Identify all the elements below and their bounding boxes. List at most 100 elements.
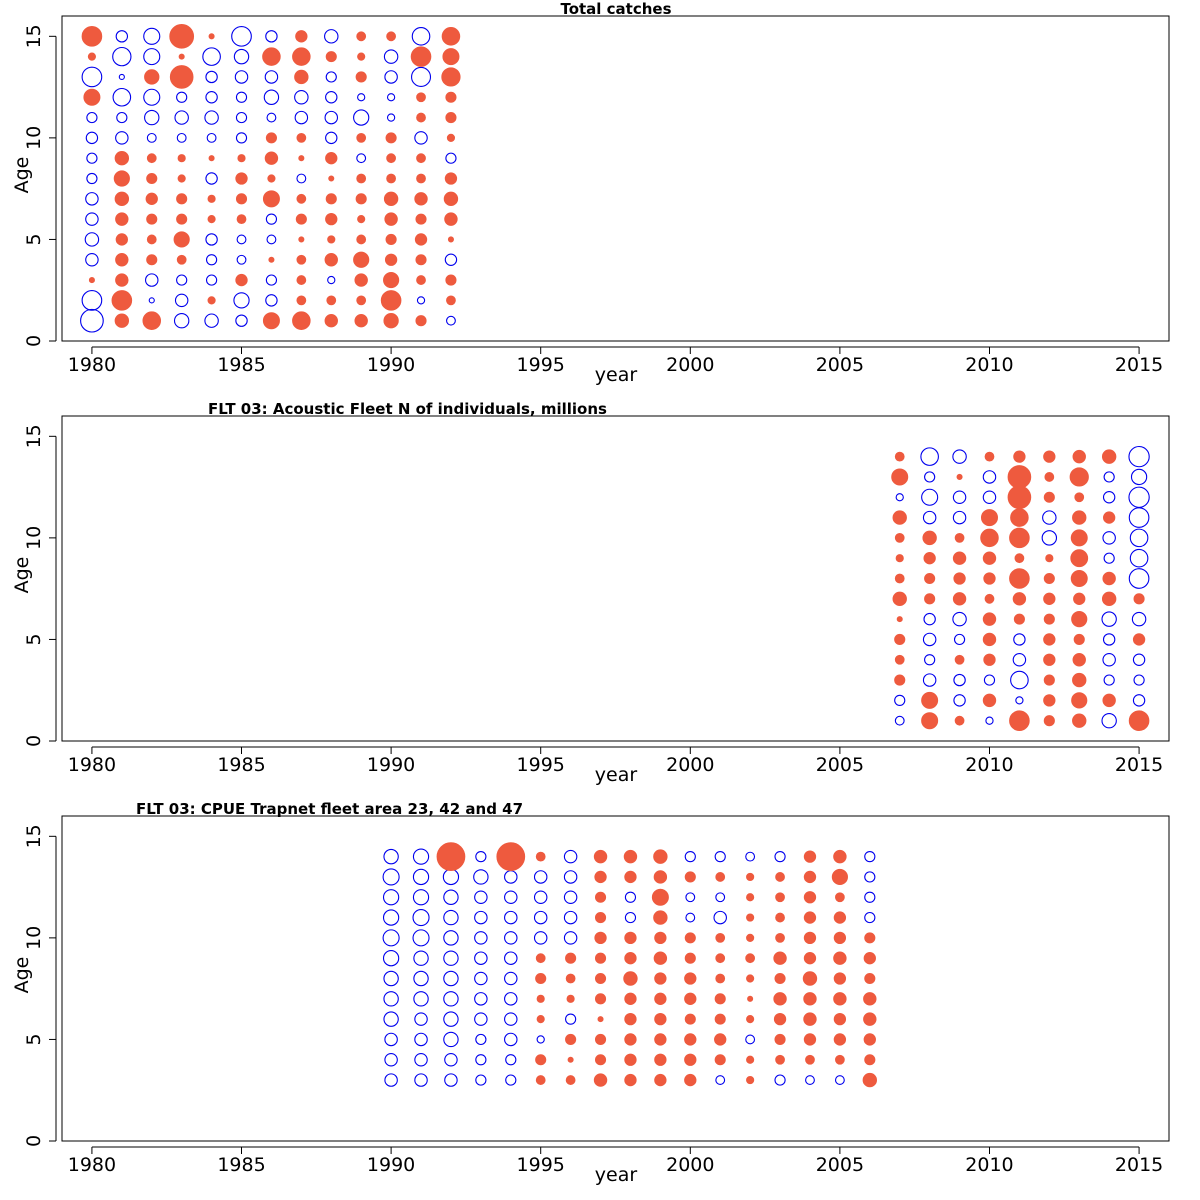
bubble-positive: [325, 193, 337, 205]
bubble-positive: [295, 30, 308, 43]
bubble-positive: [624, 952, 637, 965]
bubble-positive: [384, 212, 398, 226]
bubble-positive: [144, 69, 160, 85]
bubble-positive: [863, 1012, 877, 1026]
bubble-negative: [952, 449, 967, 464]
bubble-positive: [1043, 674, 1055, 686]
bubble-positive: [415, 315, 427, 327]
bubble-positive: [536, 1015, 545, 1024]
bubble-positive: [803, 891, 817, 904]
bubble-positive: [567, 1056, 574, 1063]
bubble-negative: [412, 929, 430, 947]
bubble-positive: [624, 1073, 637, 1087]
bubble-negative: [922, 632, 937, 647]
bubble-positive: [684, 952, 696, 964]
bubble-positive: [565, 973, 576, 984]
bubble-negative: [982, 470, 997, 484]
bubble-positive: [983, 572, 996, 585]
bubble-positive: [496, 842, 526, 871]
bubble-positive: [803, 952, 817, 965]
bubble-positive: [894, 573, 905, 584]
bubble-positive: [982, 632, 997, 647]
bubble-positive: [714, 1013, 726, 1025]
bubble-positive: [296, 295, 307, 306]
bubble-positive: [654, 931, 667, 945]
bubble-negative: [384, 1073, 398, 1087]
bubble-negative: [1013, 633, 1026, 646]
bubble-positive: [414, 233, 428, 246]
bubble-negative: [1129, 528, 1149, 548]
bubble-negative: [324, 29, 339, 44]
bubble-positive: [357, 215, 366, 224]
bubble-positive: [535, 1075, 546, 1085]
bubble-positive: [831, 868, 848, 886]
bubble-negative: [444, 253, 458, 266]
panel-total-catches: Total catches year Age 1980 1985 1990 1995 2…: [11, 0, 1170, 386]
bubble-negative: [231, 25, 252, 47]
bubble-positive: [442, 48, 460, 66]
bubble-negative: [1132, 653, 1146, 666]
y-axis-label: Age: [11, 557, 33, 594]
bubble-negative: [1101, 611, 1117, 627]
bubble-positive: [115, 253, 129, 267]
bubble-positive: [142, 311, 162, 330]
bubble-negative: [533, 931, 548, 945]
bubble-positive: [176, 193, 188, 205]
plot-frame: [61, 815, 1170, 1142]
bubble-negative: [176, 91, 188, 103]
bubble-negative: [118, 73, 125, 81]
bubble-positive: [894, 451, 905, 462]
bubble-negative: [1128, 568, 1150, 589]
bubble-positive: [684, 1073, 697, 1087]
bubble-positive: [177, 154, 186, 163]
bubble-negative: [442, 868, 460, 886]
bubble-negative: [445, 152, 457, 164]
bubble-negative: [565, 1013, 577, 1025]
bubble-positive: [651, 888, 669, 906]
bubble-negative: [383, 1011, 399, 1027]
bubble-negative: [80, 308, 104, 333]
bubble-positive: [383, 313, 399, 329]
bubble-negative: [563, 870, 578, 884]
bubble-positive: [684, 871, 696, 883]
bubble-positive: [593, 849, 608, 864]
plot-frame: [61, 15, 1170, 342]
bubble-negative: [745, 1034, 756, 1045]
bubble-positive: [262, 47, 281, 66]
bubble-positive: [294, 69, 309, 85]
bubble-negative: [475, 851, 487, 863]
bubble-positive: [565, 952, 577, 964]
bubble-negative: [685, 892, 696, 903]
bubble-positive: [746, 933, 755, 942]
y-tick-label: 5: [23, 633, 45, 645]
bubble-negative: [443, 1011, 459, 1027]
bubble-negative: [1128, 445, 1150, 468]
bubble-positive: [235, 193, 248, 205]
bubble-positive: [115, 212, 129, 226]
bubble-negative: [386, 93, 396, 102]
bubble-positive: [327, 235, 336, 244]
bubble-negative: [1102, 531, 1116, 545]
y-tick-label: 10: [23, 926, 45, 950]
bubble-positive: [954, 715, 965, 726]
bubble-negative: [834, 1075, 845, 1085]
bubble-positive: [1045, 554, 1054, 563]
bubble-positive: [1013, 450, 1026, 463]
y-tick-label: 5: [23, 1033, 45, 1045]
bubble-positive: [1102, 571, 1116, 586]
bubble-negative: [116, 111, 128, 124]
bubble-positive: [773, 951, 787, 965]
bubble-negative: [264, 70, 279, 84]
bubble-positive: [653, 870, 668, 884]
bubble-positive: [1009, 568, 1030, 589]
bubble-negative: [923, 612, 936, 626]
bubble-negative: [536, 1035, 545, 1044]
bubble-positive: [383, 191, 399, 207]
bubble-positive: [445, 274, 457, 286]
bubble-negative: [411, 27, 431, 46]
bubble-positive: [746, 872, 755, 882]
bubble-positive: [715, 953, 726, 964]
bubble-positive: [833, 849, 847, 864]
bubble-positive: [775, 892, 785, 903]
bubble-negative: [84, 232, 100, 247]
